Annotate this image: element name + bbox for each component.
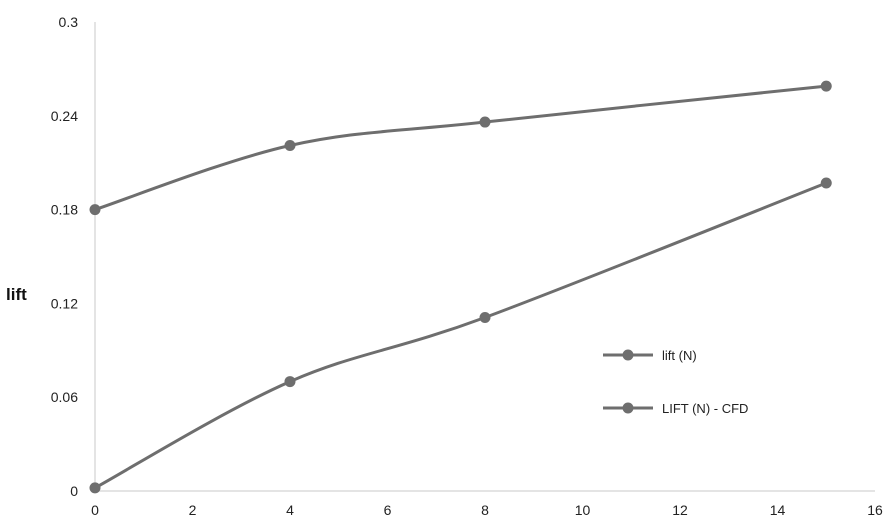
data-point [284,140,296,152]
x-tick-label: 2 [189,502,197,518]
x-tick-label: 4 [286,502,294,518]
legend-swatch-marker [622,402,634,414]
x-tick-label: 14 [770,502,786,518]
x-tick-label: 12 [672,502,688,518]
series-line-2 [94,181,827,490]
y-tick-label: 0.3 [59,14,79,30]
x-axis-ticks: 0 2 4 6 8 10 12 14 16 [91,502,883,518]
data-point [284,376,296,388]
y-tick-label: 0.06 [51,389,78,405]
data-point [479,311,491,323]
legend-entry-label: LIFT (N) - CFD [662,401,748,416]
data-point [89,204,101,216]
data-point [89,482,101,494]
x-tick-label: 6 [384,502,392,518]
y-tick-label: 0.12 [51,295,78,311]
y-tick-label: 0 [70,483,78,499]
data-point [820,177,832,189]
y-axis-label: lift [6,285,27,304]
series-line-1 [94,84,827,212]
x-tick-label: 8 [481,502,489,518]
x-tick-label: 16 [867,502,883,518]
x-tick-label: 0 [91,502,99,518]
legend-entry-label: lift (N) [662,348,697,363]
y-axis-ticks: 0 0.06 0.12 0.18 0.24 0.3 [51,14,78,499]
y-tick-label: 0.24 [51,108,78,124]
legend: lift (N) LIFT (N) - CFD [603,348,748,416]
series-layer [89,80,832,494]
data-point [479,116,491,128]
data-point [820,80,832,92]
y-tick-label: 0.18 [51,202,78,218]
x-tick-label: 10 [575,502,591,518]
legend-swatch-marker [622,349,634,361]
